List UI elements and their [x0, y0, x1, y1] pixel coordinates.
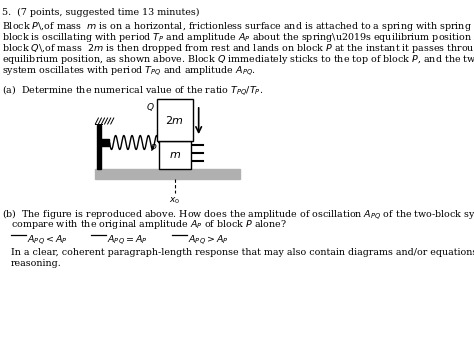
Text: reasoning.: reasoning. — [11, 259, 62, 268]
Text: block $Q$\,of mass  $2m$ is then dropped from rest and lands on block $P$ at the: block $Q$\,of mass $2m$ is then dropped … — [2, 42, 474, 55]
Text: (b)  The figure is reproduced above. How does the amplitude of oscillation $A_{P: (b) The figure is reproduced above. How … — [2, 207, 474, 222]
Text: $Q$: $Q$ — [146, 101, 155, 113]
Text: $A_{PQ} > A_P$: $A_{PQ} > A_P$ — [188, 233, 229, 247]
Text: $m$: $m$ — [169, 150, 181, 160]
Bar — [159, 141, 191, 169]
Text: $P$: $P$ — [150, 142, 157, 153]
Text: block is oscillating with period $T_P$ and amplitude $A_P$ about the spring\u201: block is oscillating with period $T_P$ a… — [2, 31, 474, 44]
Text: $A_{PQ} = A_P$: $A_{PQ} = A_P$ — [107, 233, 148, 247]
Bar — [97, 125, 101, 169]
Text: 5.  (7 points, suggested time 13 minutes): 5. (7 points, suggested time 13 minutes) — [2, 8, 200, 17]
Text: equilibrium position, as shown above. Block $Q$ immediately sticks to the top of: equilibrium position, as shown above. Bl… — [2, 53, 474, 66]
Text: In a clear, coherent paragraph-length response that may also contain diagrams an: In a clear, coherent paragraph-length re… — [11, 248, 474, 257]
Bar — [95, 169, 240, 179]
Bar — [157, 99, 192, 141]
Text: $2m$: $2m$ — [165, 114, 184, 126]
Bar — [101, 139, 109, 146]
Text: $A_{PQ} < A_P$: $A_{PQ} < A_P$ — [27, 233, 68, 247]
Text: compare with the original amplitude $A_P$ of block $P$ alone?: compare with the original amplitude $A_P… — [11, 218, 287, 231]
Text: (a)  Determine the numerical value of the ratio $T_{PQ}/T_P$.: (a) Determine the numerical value of the… — [2, 83, 264, 98]
Text: $x_0$: $x_0$ — [169, 195, 180, 206]
Text: Block $P$\,of mass  $m$ is on a horizontal, frictionless surface and is attached: Block $P$\,of mass $m$ is on a horizonta… — [2, 20, 474, 33]
Text: system oscillates with period $T_{PQ}$ and amplitude $A_{PQ}$.: system oscillates with period $T_{PQ}$ a… — [2, 64, 256, 78]
